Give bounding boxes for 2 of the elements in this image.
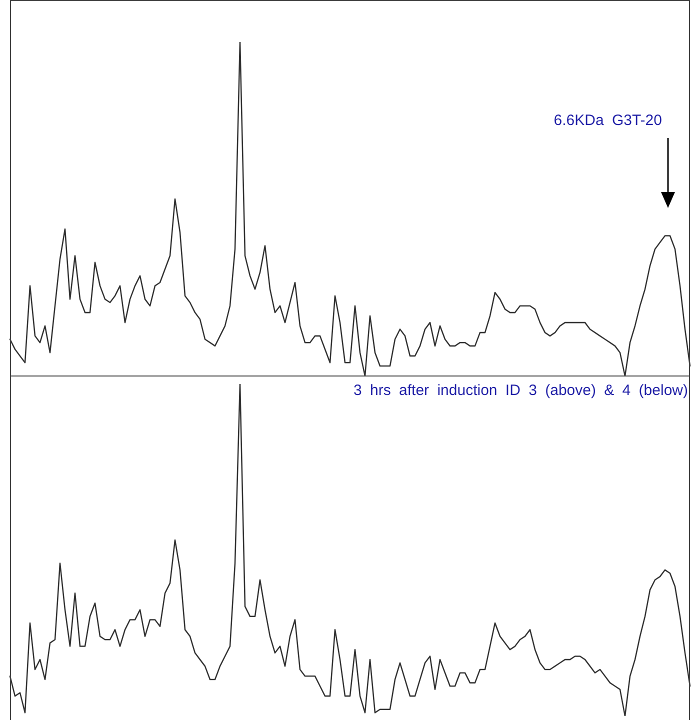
annotation: 6.6KDa G3T-20 — [554, 112, 662, 129]
annotation: 3 hrs after induction ID 3 (above) & 4 (below) — [354, 382, 688, 399]
